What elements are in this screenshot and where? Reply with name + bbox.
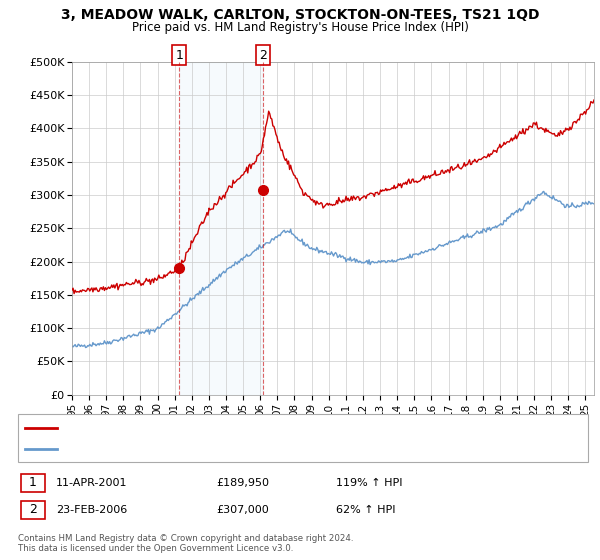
Text: HPI: Average price, detached house, Stockton-on-Tees: HPI: Average price, detached house, Stoc… bbox=[62, 444, 343, 454]
Text: 3, MEADOW WALK, CARLTON, STOCKTON-ON-TEES, TS21 1QD (detached house): 3, MEADOW WALK, CARLTON, STOCKTON-ON-TEE… bbox=[62, 423, 477, 433]
Text: 2: 2 bbox=[259, 49, 266, 62]
Text: 62% ↑ HPI: 62% ↑ HPI bbox=[336, 505, 395, 515]
Text: 1: 1 bbox=[29, 476, 37, 489]
Text: 23-FEB-2006: 23-FEB-2006 bbox=[56, 505, 127, 515]
Text: 11-APR-2001: 11-APR-2001 bbox=[56, 478, 127, 488]
Bar bbox=[179, 62, 263, 395]
Text: Price paid vs. HM Land Registry's House Price Index (HPI): Price paid vs. HM Land Registry's House … bbox=[131, 21, 469, 34]
Text: £307,000: £307,000 bbox=[216, 505, 269, 515]
Text: 3, MEADOW WALK, CARLTON, STOCKTON-ON-TEES, TS21 1QD: 3, MEADOW WALK, CARLTON, STOCKTON-ON-TEE… bbox=[61, 8, 539, 22]
Text: £189,950: £189,950 bbox=[216, 478, 269, 488]
Text: 2: 2 bbox=[29, 503, 37, 516]
Text: 119% ↑ HPI: 119% ↑ HPI bbox=[336, 478, 403, 488]
Text: Contains HM Land Registry data © Crown copyright and database right 2024.
This d: Contains HM Land Registry data © Crown c… bbox=[18, 534, 353, 553]
Text: 1: 1 bbox=[175, 49, 183, 62]
